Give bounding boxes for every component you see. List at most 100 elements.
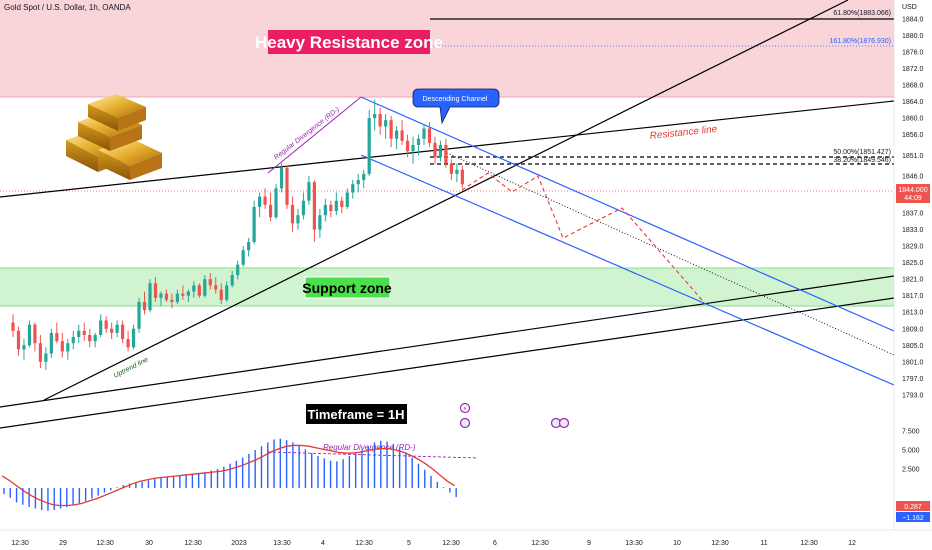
time-tick-label: 11 <box>760 540 767 547</box>
time-tick-label: 12:30 <box>355 540 373 547</box>
candle-body <box>307 182 311 201</box>
fib-618-label: 61.80%(1883.066) <box>833 10 891 17</box>
price-tick-label: 1872.0 <box>902 66 924 73</box>
candle-body <box>318 215 322 230</box>
candle-body <box>460 169 464 185</box>
price-tick-label: 1851.0 <box>902 153 924 160</box>
time-tick-label: 5 <box>407 540 411 547</box>
time-tick-label: 12:30 <box>96 540 114 547</box>
candle-body <box>345 192 349 207</box>
macd-panel <box>1 438 457 511</box>
candle-body <box>126 339 130 348</box>
candle-body <box>279 167 284 189</box>
candle-body <box>373 113 377 119</box>
price-tick-label: 1876.0 <box>902 50 924 57</box>
candle-body <box>290 204 295 224</box>
macd-tick-label: 7.500 <box>902 429 920 436</box>
macd-signal-tag-value: 0.287 <box>904 504 922 511</box>
current-price-tag-countdown: 44:09 <box>904 195 922 202</box>
candle-body <box>219 289 223 300</box>
candle-body <box>27 324 32 346</box>
candle-body <box>438 144 443 158</box>
candle-body <box>164 293 169 300</box>
time-tick-label: 2023 <box>231 540 247 547</box>
heavy-resistance-label-box <box>268 30 430 54</box>
candle-body <box>131 328 136 348</box>
candle-body <box>285 167 289 205</box>
candle-body <box>33 324 37 344</box>
candle-body <box>247 242 251 251</box>
candle-body <box>71 337 75 344</box>
time-tick-label: 12 <box>848 540 856 547</box>
time-tick-label: 13:30 <box>273 540 291 547</box>
regular-divergence-macd-label: Regular Divergence (RD-) <box>323 443 416 452</box>
candle-body <box>416 138 421 145</box>
candle-body <box>296 215 300 224</box>
uptrend-line-label: Uptrend line <box>113 356 150 379</box>
candle-body <box>268 204 273 218</box>
time-tick-label: 12:30 <box>11 540 29 547</box>
candle-body <box>203 279 207 296</box>
time-ticks: 12:30 29 12:30 30 12:30 2023 13:30 4 12:30 5 12:30… <box>11 540 856 547</box>
timeframe-label-box <box>306 404 407 424</box>
time-tick-label: 10 <box>673 540 681 547</box>
time-tick-label: 12:30 <box>531 540 549 547</box>
long-support-line-2 <box>0 297 895 429</box>
candle-body <box>49 332 53 354</box>
candle-body <box>351 184 355 193</box>
time-tick-label: 13:30 <box>625 540 643 547</box>
candle-body <box>301 200 306 216</box>
long-support-line-1 <box>0 275 895 408</box>
time-tick-label: 29 <box>59 540 67 547</box>
heavy-resistance-zone <box>0 0 894 97</box>
candle-body <box>411 144 415 152</box>
candle-body <box>263 196 267 205</box>
timeframe-label: Timeframe = 1H <box>308 407 405 422</box>
channel-middle-line <box>435 147 895 356</box>
price-tick-label: 1880.0 <box>902 33 924 40</box>
candle-body <box>82 330 86 335</box>
candle-body <box>312 182 316 230</box>
candle-body <box>208 279 212 286</box>
price-tick-label: 1817.0 <box>902 293 924 300</box>
candle-body <box>159 293 163 298</box>
candles-group <box>11 99 464 371</box>
time-tick-label: 12:30 <box>442 540 460 547</box>
time-tick-label: 12:30 <box>711 540 729 547</box>
candle-body <box>274 188 278 218</box>
candle-body <box>38 343 42 362</box>
macd-hist-tag <box>896 512 930 522</box>
descending-channel-callout <box>412 88 500 125</box>
price-tick-label: 1805.0 <box>902 343 924 350</box>
candle-body <box>55 332 59 342</box>
price-tick-label: 1846.0 <box>902 173 924 180</box>
event-markers[interactable]: ⚡ <box>459 402 570 429</box>
time-tick-label: 9 <box>587 540 591 547</box>
price-tick-label: 1860.0 <box>902 116 924 123</box>
candle-body <box>236 264 240 276</box>
candle-body <box>181 293 185 296</box>
current-price-tag <box>896 184 930 203</box>
support-zone-band <box>0 268 894 306</box>
price-tick-label: 1864.0 <box>902 99 924 106</box>
uptrend-trendline <box>43 0 849 401</box>
price-tick-label: 1884.0 <box>902 17 924 24</box>
candle-body <box>110 328 114 333</box>
candle-body <box>121 324 125 340</box>
candle-body <box>192 285 196 292</box>
candle-body <box>356 180 360 185</box>
candle-body <box>60 341 64 352</box>
candle-body <box>225 285 229 300</box>
price-tick-label: 1801.0 <box>902 359 924 366</box>
candle-body <box>252 206 256 243</box>
candle-body <box>433 142 437 158</box>
candle-body <box>88 334 92 342</box>
candle-body <box>444 144 448 164</box>
price-tick-label: 1797.0 <box>902 376 924 383</box>
candle-body <box>329 204 333 212</box>
candle-body <box>214 285 218 290</box>
regular-divergence-price-label: Regular Divergence (RD-) <box>273 106 341 161</box>
gold-bars-icon <box>66 94 162 180</box>
support-zone-label-box <box>304 276 391 299</box>
svg-text:⚡: ⚡ <box>463 405 468 413</box>
